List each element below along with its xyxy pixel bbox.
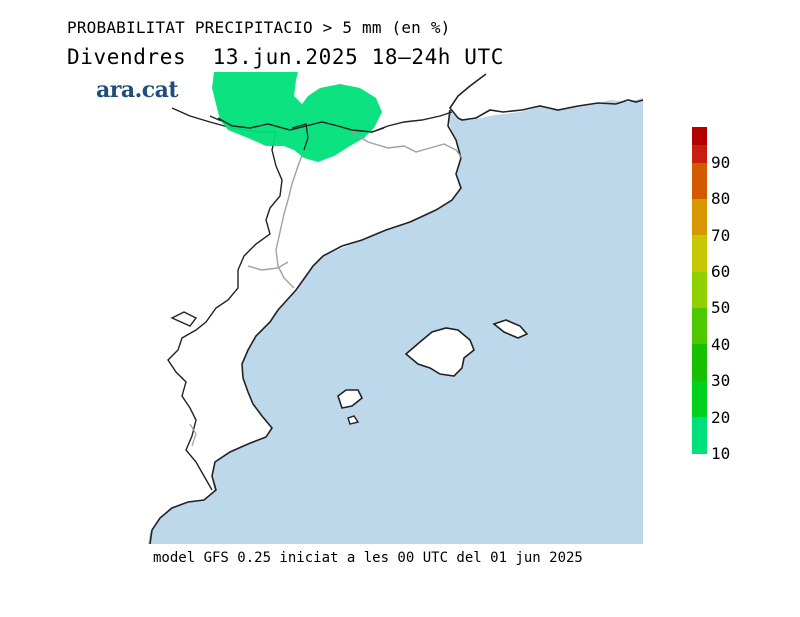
model-footer: model GFS 0.25 iniciat a les 00 UTC del …	[153, 550, 583, 566]
island-eivissa	[337, 389, 364, 409]
legend-swatch	[692, 344, 707, 381]
chart-subtitle: Divendres 13.jun.2025 18–24h UTC	[67, 45, 505, 69]
legend-colorbar	[692, 127, 707, 454]
province-border-over	[291, 123, 309, 151]
west-lobe	[170, 311, 198, 327]
island-formentera	[347, 415, 360, 425]
legend-swatch	[692, 272, 707, 308]
province-border-south	[247, 261, 289, 271]
legend-label: 10	[711, 444, 731, 463]
province-border-over-gray	[351, 131, 369, 143]
legend-swatch	[692, 163, 707, 199]
legend-label: 60	[711, 262, 731, 281]
legend-swatch	[692, 308, 707, 344]
legend-swatch	[692, 235, 707, 272]
brand-logo[interactable]: ara.cat	[96, 77, 179, 103]
island-menorca	[492, 319, 529, 339]
legend-swatch	[692, 199, 707, 235]
legend-label: 70	[711, 226, 731, 245]
legend-label: 20	[711, 408, 731, 427]
legend-label: 30	[711, 371, 731, 390]
mainland	[148, 72, 486, 544]
province-border-valencia	[189, 423, 197, 447]
legend-swatch	[692, 127, 707, 145]
chart-title: PROBABILITAT PRECIPITACIO > 5 mm (en %)	[67, 18, 451, 37]
province-border-east	[351, 131, 463, 159]
legend-label: 50	[711, 298, 731, 317]
legend-swatch	[692, 417, 707, 454]
north-land	[448, 72, 643, 120]
legend-label: 80	[711, 189, 731, 208]
coastline	[449, 73, 644, 121]
legend-label: 40	[711, 335, 731, 354]
island-mallorca	[404, 327, 475, 377]
coastline-main	[149, 109, 462, 545]
province-border-west	[275, 129, 307, 289]
precip-area-10-20	[212, 72, 382, 162]
legend-swatch	[692, 381, 707, 417]
legend-swatch	[692, 145, 707, 163]
legend-label: 90	[711, 153, 731, 172]
